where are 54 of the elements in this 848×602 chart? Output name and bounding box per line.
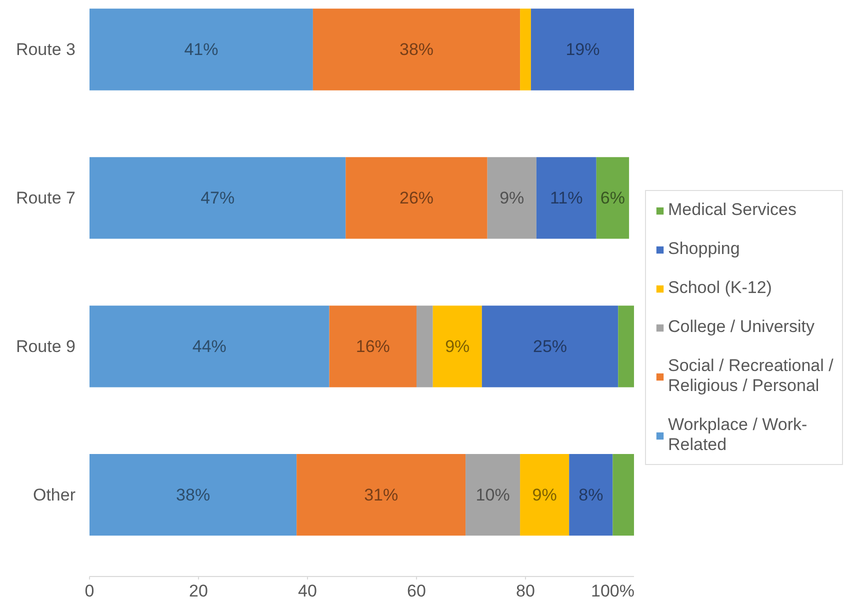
bar bbox=[530, 8, 634, 90]
data-label: 16% bbox=[356, 336, 390, 356]
x-tick-label: 80 bbox=[516, 582, 535, 600]
bar bbox=[487, 157, 536, 239]
legend-label: College / University bbox=[668, 317, 814, 337]
legend-label: Shopping bbox=[668, 239, 740, 259]
bar bbox=[569, 454, 613, 536]
x-tick-label: 0 bbox=[84, 582, 94, 600]
data-label: 10% bbox=[476, 485, 510, 504]
bar bbox=[90, 306, 330, 388]
y-tick-label: Other bbox=[32, 485, 76, 504]
data-label: 8% bbox=[578, 485, 604, 504]
bar bbox=[466, 454, 520, 536]
data-label: 47% bbox=[200, 188, 235, 208]
x-tick-label: 100% bbox=[591, 582, 635, 600]
data-label: 38% bbox=[176, 485, 210, 504]
data-label: 25% bbox=[533, 336, 568, 356]
y-tick-label: Route 3 bbox=[16, 40, 76, 59]
bar bbox=[312, 8, 520, 90]
data-label: 9% bbox=[532, 485, 557, 504]
data-label: 6% bbox=[600, 188, 625, 208]
bar bbox=[346, 157, 488, 239]
bar bbox=[416, 306, 433, 388]
y-tick-label: Route 9 bbox=[16, 336, 76, 356]
data-label: 44% bbox=[192, 336, 226, 356]
legend-label: Medical Services bbox=[668, 200, 796, 220]
bar bbox=[612, 454, 634, 536]
data-label: 38% bbox=[399, 40, 434, 59]
legend-label: Social / Recreational / Religious / Personal bbox=[668, 356, 834, 396]
bar bbox=[482, 306, 618, 388]
x-tick-label: 60 bbox=[407, 582, 426, 600]
bar bbox=[520, 454, 570, 536]
bar bbox=[536, 157, 596, 239]
data-label: 19% bbox=[566, 40, 600, 59]
bar bbox=[90, 8, 313, 90]
data-label: 31% bbox=[364, 485, 398, 504]
data-label: 9% bbox=[445, 336, 470, 356]
bar bbox=[329, 306, 416, 388]
bar bbox=[90, 157, 346, 239]
bar bbox=[596, 157, 630, 239]
x-tick-label: 20 bbox=[189, 582, 208, 600]
data-label: 41% bbox=[184, 40, 218, 59]
bar bbox=[520, 8, 531, 90]
legend-label: School (K-12) bbox=[668, 278, 772, 298]
bar bbox=[618, 306, 634, 388]
data-label: 11% bbox=[550, 188, 583, 208]
bar bbox=[296, 454, 466, 536]
bar bbox=[432, 306, 482, 388]
data-label: 26% bbox=[399, 188, 434, 208]
bar bbox=[90, 454, 297, 536]
y-tick-label: Route 7 bbox=[16, 188, 76, 208]
x-tick-label: 40 bbox=[298, 582, 317, 600]
data-label: 9% bbox=[500, 188, 524, 208]
legend-label: Workplace / Work-Related bbox=[668, 415, 808, 455]
